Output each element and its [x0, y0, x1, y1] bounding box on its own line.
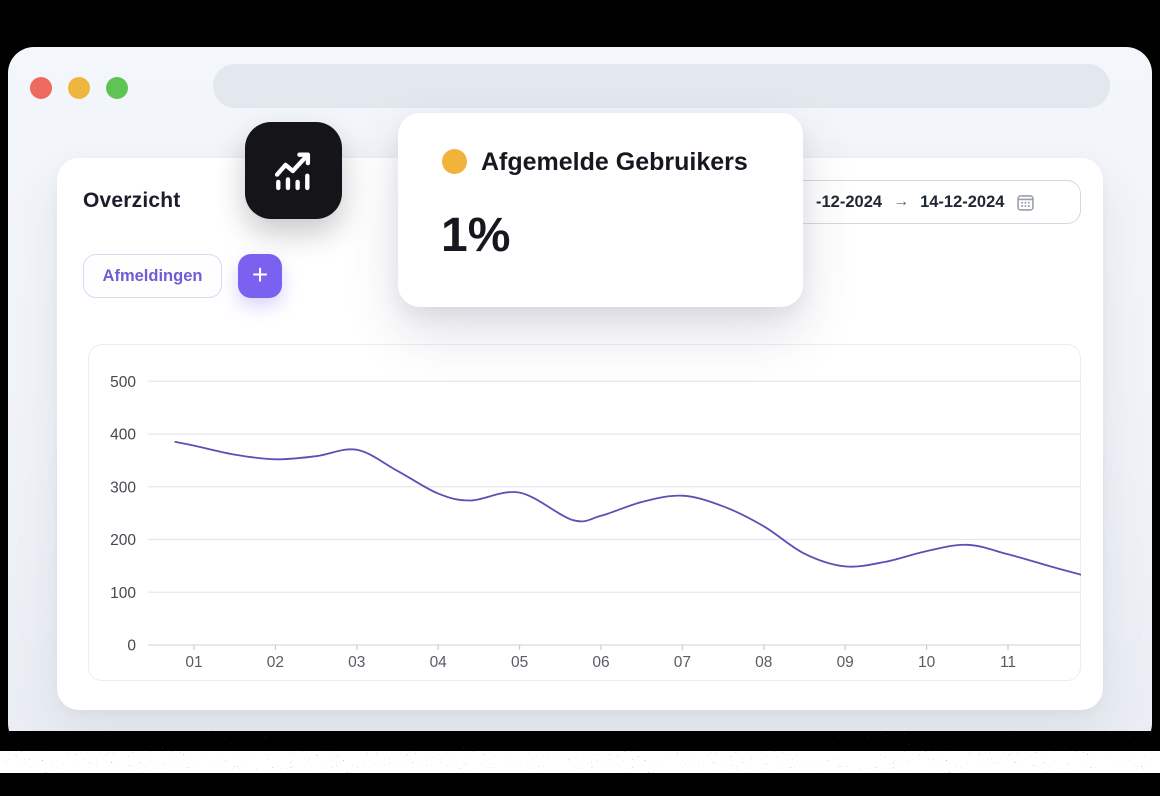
- svg-text:500: 500: [110, 374, 136, 391]
- svg-text:10: 10: [918, 654, 936, 671]
- date-range-picker[interactable]: -12-2024 → 14-12-2024: [791, 180, 1081, 224]
- svg-text:09: 09: [837, 654, 854, 671]
- svg-text:300: 300: [110, 479, 136, 496]
- svg-text:05: 05: [511, 654, 528, 671]
- add-series-button[interactable]: +: [238, 254, 282, 298]
- svg-text:01: 01: [185, 654, 202, 671]
- svg-text:400: 400: [110, 427, 136, 444]
- calendar-icon[interactable]: [1015, 192, 1036, 213]
- date-range-end[interactable]: 14-12-2024: [920, 192, 1005, 211]
- analytics-icon-badge: [245, 122, 342, 219]
- svg-text:02: 02: [267, 654, 284, 671]
- trending-up-icon: [274, 152, 310, 190]
- date-range-start[interactable]: -12-2024: [816, 192, 883, 211]
- svg-text:06: 06: [592, 654, 609, 671]
- svg-text:03: 03: [348, 654, 365, 671]
- arrow-right-icon: →: [893, 193, 910, 210]
- svg-text:04: 04: [430, 654, 448, 671]
- line-chart-area[interactable]: 0 100 200 300 400 500 01 02 03 04 05 06 07 08 09 10 11: [88, 344, 1081, 681]
- series-chip-label: Afmeldingen: [102, 266, 203, 285]
- chart-tooltip: Afgemelde Gebruikers 1%: [398, 113, 803, 307]
- line-chart-svg: 0 100 200 300 400 500 01 02 03 04 05 06 07 08 09 10 11: [110, 374, 1081, 671]
- window-close-button[interactable]: [30, 77, 52, 99]
- svg-text:11: 11: [1000, 654, 1016, 671]
- page-title: Overzicht: [83, 189, 181, 212]
- series-chip-afmeldingen[interactable]: Afmeldingen: [83, 254, 222, 298]
- svg-text:100: 100: [110, 585, 136, 602]
- series-dot-icon: [442, 149, 467, 174]
- svg-text:0: 0: [127, 638, 136, 655]
- svg-text:08: 08: [755, 654, 772, 671]
- address-bar[interactable]: [213, 64, 1110, 108]
- tooltip-series-label: Afgemelde Gebruikers: [481, 148, 748, 176]
- plus-icon: +: [251, 259, 269, 290]
- window-zoom-button[interactable]: [106, 77, 128, 99]
- svg-text:200: 200: [110, 532, 136, 549]
- svg-text:07: 07: [674, 654, 691, 671]
- tooltip-value: 1%: [441, 209, 511, 262]
- dissolve-noise-texture: [0, 731, 1160, 781]
- window-minimize-button[interactable]: [68, 77, 90, 99]
